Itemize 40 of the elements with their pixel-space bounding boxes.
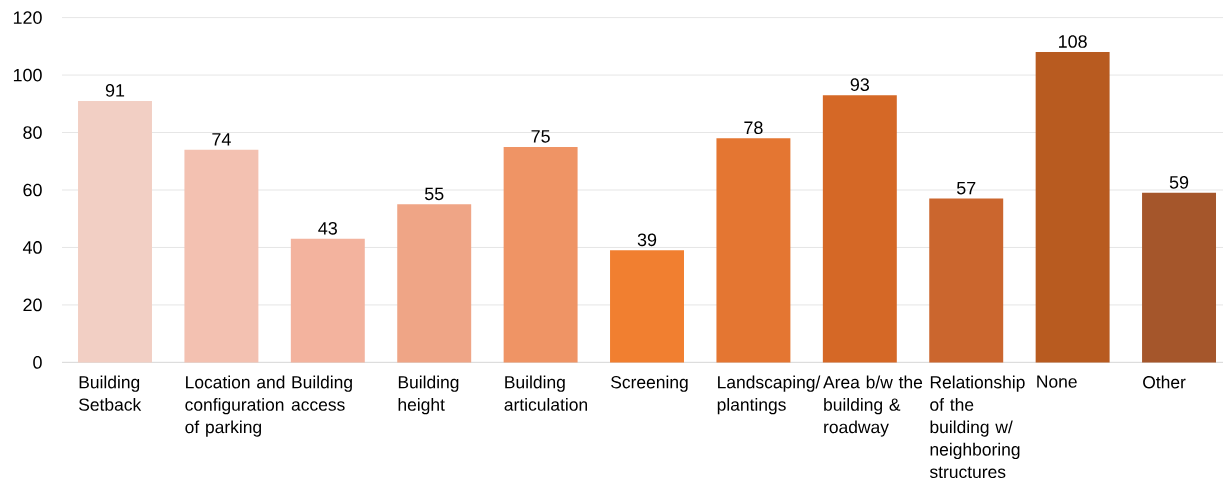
bar (290, 238, 365, 363)
x-tick-label: Building access (291, 375, 352, 411)
y-tick-label: 100 (13, 68, 42, 82)
bar (184, 149, 259, 363)
bar (822, 95, 897, 363)
y-tick-label: 0 (33, 356, 42, 369)
bar (716, 138, 791, 363)
bar (78, 100, 152, 363)
data-label: 93 (850, 78, 870, 91)
bar (397, 204, 472, 363)
bar (1142, 192, 1217, 363)
x-tick-label: Screening (611, 375, 688, 392)
data-label: 59 (1169, 175, 1189, 189)
data-label: 55 (424, 187, 444, 201)
data-label: 75 (531, 130, 550, 143)
x-tick-label: Area b/w the building & roadway (823, 375, 923, 437)
x-tick-label: Other (1143, 375, 1186, 389)
y-tick-label: 120 (13, 11, 42, 24)
x-tick-label: Building height (398, 375, 459, 415)
y-tick-label: 40 (22, 241, 42, 254)
bar (929, 198, 1004, 363)
x-tick-label: Building Setback (79, 375, 142, 411)
bar (503, 146, 578, 363)
data-label: 78 (744, 121, 763, 135)
y-tick-label: 80 (23, 126, 42, 139)
bar (610, 250, 684, 363)
bar (1035, 52, 1110, 363)
x-tick-label: Relationship of the building w/ neighboring structures (929, 375, 1025, 479)
data-label: 39 (637, 233, 657, 247)
data-label: 91 (105, 84, 125, 97)
y-tick-label: 20 (23, 298, 42, 312)
x-tick-label: Location and configuration of parking (185, 375, 285, 437)
y-tick-label: 60 (23, 183, 42, 197)
data-label: 43 (318, 221, 337, 235)
x-tick-label: Landscaping/plantings (717, 375, 821, 415)
x-tick-label: None (1037, 375, 1077, 388)
data-label: 108 (1059, 35, 1087, 48)
x-tick-label: Building articulation (504, 375, 588, 411)
data-label: 57 (956, 181, 976, 195)
data-label: 74 (212, 133, 231, 146)
